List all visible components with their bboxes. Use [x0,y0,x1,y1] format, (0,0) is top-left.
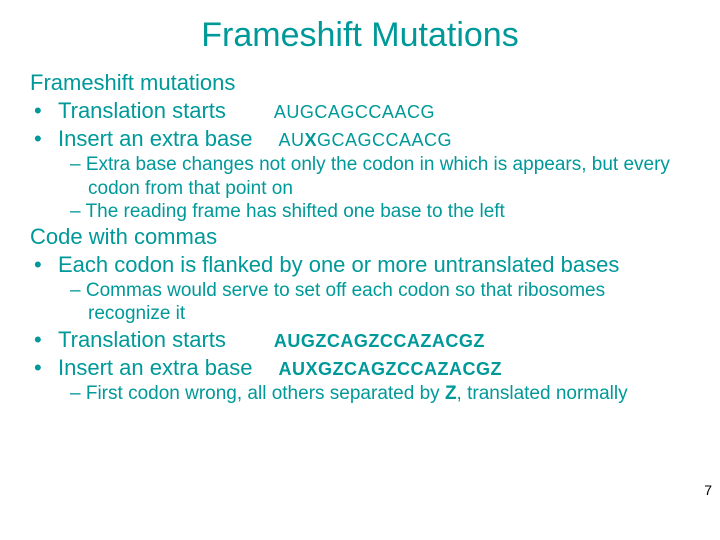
section1-bullet-1: • Translation starts AUGCAGCCAACG [30,97,690,125]
bullet-label: Translation starts [58,326,226,354]
sub-text-post: , translated normally [457,383,628,404]
bullet-marker: • [34,251,58,279]
seq-part: CCA [380,331,421,351]
section2-bullet-1: • Each codon is flanked by one or more u… [30,251,690,279]
z-marker: Z [315,331,327,351]
bullet-label: Insert an extra base [58,125,252,153]
bullet-marker: • [34,354,58,382]
sequence-text: AUGCAGCCAACG [274,101,435,124]
seq-post: GCAGCCAACG [317,130,452,150]
bullet-marker: • [34,125,58,153]
seq-pre: AU [278,359,305,379]
z-ref: Z [445,383,457,404]
sub-text-pre: First codon wrong, all others separated … [86,383,445,404]
section2-sub-2: – First codon wrong, all others separate… [48,382,690,405]
sequence-text: AUGZCAGZCCAZACGZ [274,330,485,353]
bullet-label: Insert an extra base [58,354,252,382]
z-marker: Z [473,331,485,351]
z-marker: Z [490,359,502,379]
seq-part: AUG [274,331,316,351]
section2-bullet-3: • Insert an extra base AUXGZCAGZCCAZACGZ [30,354,690,382]
section1-bullet-2: • Insert an extra base AUXGCAGCCAACG [30,125,690,153]
z-marker: Z [385,359,397,379]
inserted-base: X [304,130,317,150]
slide-title: Frameshift Mutations [30,16,690,55]
seq-part: ACG [432,331,474,351]
z-marker: Z [437,359,449,379]
section2-bullet-2: • Translation starts AUGZCAGZCCAZACGZ [30,326,690,354]
seq-part: CAG [344,359,386,379]
bullet-marker: • [34,97,58,125]
sub-text: Commas would serve to set off each codon… [86,280,605,324]
seq-mid: G [318,359,333,379]
seq-part: CAG [327,331,369,351]
seq-pre: AU [278,130,304,150]
bullet-label: Translation starts [58,97,226,125]
section1-sub-1: – Extra base changes not only the codon … [48,153,690,199]
z-marker: Z [368,331,380,351]
sub-text: Extra base changes not only the codon in… [86,154,670,198]
seq-part: CCA [397,359,438,379]
inserted-base: X [305,359,318,379]
z-marker: Z [420,331,432,351]
sequence-text: AUXGCAGCCAACG [278,129,452,152]
z-marker: Z [332,359,344,379]
sub-text: The reading frame has shifted one base t… [86,201,505,222]
page-number: 7 [704,482,712,498]
section2-sub-1: – Commas would serve to set off each cod… [48,279,690,325]
section2-heading: Code with commas [30,223,690,251]
sequence-text: AUXGZCAGZCCAZACGZ [278,358,502,381]
bullet-text: Each codon is flanked by one or more unt… [58,251,619,279]
bullet-marker: • [34,326,58,354]
seq-part: ACG [449,359,491,379]
section1-heading: Frameshift mutations [30,69,690,97]
section1-sub-2: – The reading frame has shifted one base… [48,200,690,223]
